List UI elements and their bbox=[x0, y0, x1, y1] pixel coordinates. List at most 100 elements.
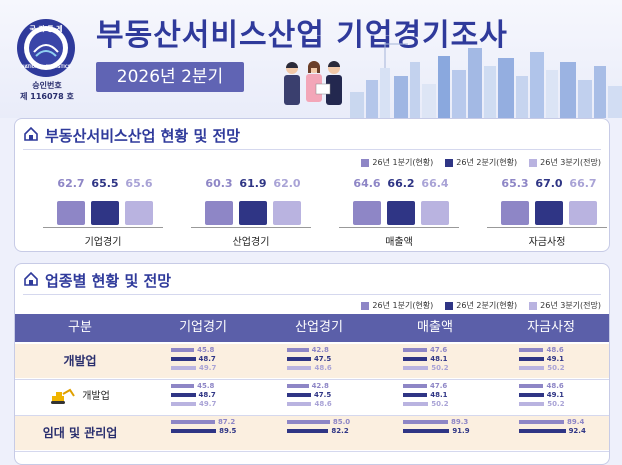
data-label: 89.3 bbox=[451, 418, 469, 426]
data-label: 87.2 bbox=[217, 418, 236, 426]
overview-group: 64.6 66.2 66.4 매출액 bbox=[329, 177, 469, 249]
bar bbox=[205, 201, 233, 225]
legend-label: 26년 3분기(전망) bbox=[540, 158, 601, 167]
bar bbox=[403, 384, 427, 388]
bar bbox=[569, 201, 597, 225]
overview-section: 부동산서비스산업 현황 및 전망 26년 1분기(현황) 26년 2분기(현황)… bbox=[14, 118, 610, 252]
home-icon bbox=[24, 271, 38, 286]
bar bbox=[403, 348, 427, 352]
bar bbox=[287, 393, 311, 397]
data-label: 61.9 bbox=[239, 177, 267, 190]
bar bbox=[353, 201, 381, 225]
legend-item-q3: 26년 3분기(전망) bbox=[529, 300, 601, 311]
data-label: 66.2 bbox=[387, 177, 415, 190]
legend-item-q3: 26년 3분기(전망) bbox=[529, 157, 601, 168]
legend-label: 26년 2분기(현황) bbox=[456, 158, 518, 167]
table-header: 구분 기업경기 산업경기 매출액 자금사정 bbox=[15, 314, 609, 342]
bar bbox=[171, 402, 197, 406]
legend-item-q1: 26년 1분기(현황) bbox=[361, 300, 433, 311]
data-label: 50.2 bbox=[431, 400, 449, 408]
legend-label: 26년 1분기(현황) bbox=[372, 158, 434, 167]
column-header: 매출액 bbox=[417, 320, 453, 335]
statistics-seal-icon bbox=[17, 19, 75, 77]
bar-cell: 45.8 48.7 49.7 bbox=[171, 346, 271, 378]
bar bbox=[287, 420, 330, 424]
bar-cell: 87.2 89.5 bbox=[171, 418, 271, 450]
legend-item-q2: 26년 2분기(현황) bbox=[445, 300, 517, 311]
bar bbox=[421, 201, 449, 225]
bar bbox=[287, 357, 311, 361]
bar-cell: 89.3 91.9 bbox=[403, 418, 503, 450]
bar bbox=[287, 402, 312, 406]
data-label: 48.6 bbox=[314, 400, 332, 408]
category-label: 자금사정 bbox=[528, 237, 566, 248]
data-label: 49.7 bbox=[199, 364, 217, 372]
bar bbox=[403, 393, 428, 397]
data-label: 67.0 bbox=[535, 177, 563, 190]
baseline bbox=[487, 227, 607, 228]
industry-section: 업종별 현황 및 전망 26년 1분기(현황) 26년 2분기(현황) 26년 … bbox=[14, 263, 610, 465]
row-divider bbox=[15, 451, 609, 452]
section-divider bbox=[23, 294, 601, 295]
column-header: 구분 bbox=[68, 320, 92, 335]
overview-group: 60.3 61.9 62.0 산업경기 bbox=[181, 177, 321, 249]
row-divider bbox=[15, 415, 609, 416]
business-people-illustration bbox=[284, 61, 342, 105]
data-label: 60.3 bbox=[205, 177, 233, 190]
bar bbox=[91, 201, 119, 225]
bar bbox=[287, 429, 329, 433]
bar bbox=[171, 384, 195, 388]
bar bbox=[387, 201, 415, 225]
baseline bbox=[339, 227, 459, 228]
data-label: 66.7 bbox=[569, 177, 597, 190]
bar bbox=[239, 201, 267, 225]
bar-cell: 85.0 82.2 bbox=[287, 418, 387, 450]
period-badge: 2026년 2분기 bbox=[96, 62, 244, 92]
page-title: 부동산서비스산업 기업경기조사 bbox=[96, 18, 508, 53]
category-label: 산업경기 bbox=[232, 237, 270, 248]
bar-cell: 42.8 47.5 48.6 bbox=[287, 346, 387, 378]
table-row: 개발업 45.8 48.7 49.7 42.8 47.5 48.6 47.6 48.1 50.2 4… bbox=[15, 380, 609, 414]
section-divider bbox=[23, 149, 601, 150]
bar bbox=[287, 366, 312, 370]
bar bbox=[501, 201, 529, 225]
overview-group: 65.3 67.0 66.7 자금사정 bbox=[477, 177, 609, 249]
data-label: 48.6 bbox=[546, 382, 564, 390]
data-label: 47.6 bbox=[429, 382, 448, 390]
bar-cell: 48.6 49.1 50.2 bbox=[519, 346, 609, 378]
data-label: 89.4 bbox=[567, 418, 585, 426]
bar-cell: 89.4 92.4 bbox=[519, 418, 609, 450]
bar bbox=[171, 348, 195, 352]
table-row: 임대 및 관리업 87.2 89.5 85.0 82.2 89.3 91.9 89.4 92.4 bbox=[15, 416, 609, 450]
overview-title: 부동산서비스산업 현황 및 전망 bbox=[45, 127, 241, 145]
category-label: 매출액 bbox=[385, 237, 413, 248]
bar bbox=[519, 366, 545, 370]
row-label: 임대 및 관리업 bbox=[42, 426, 118, 440]
bar bbox=[519, 348, 544, 352]
data-label: 85.0 bbox=[332, 418, 351, 426]
overview-group: 62.7 65.5 65.6 기업경기 bbox=[33, 177, 173, 249]
legend-label: 26년 2분기(현황) bbox=[456, 301, 518, 310]
data-label: 48.7 bbox=[198, 391, 216, 399]
bar bbox=[519, 357, 544, 361]
approval-label: 승인번호 bbox=[32, 81, 62, 90]
data-label: 48.7 bbox=[198, 355, 216, 363]
data-label: 47.5 bbox=[313, 355, 332, 363]
table-row: 개발업 45.8 48.7 49.7 42.8 47.5 48.6 47.6 48.1 50.2 4… bbox=[15, 344, 609, 378]
bar-cell: 48.6 49.1 50.2 bbox=[519, 382, 609, 414]
column-header: 산업경기 bbox=[295, 320, 343, 335]
bar bbox=[519, 393, 544, 397]
bar bbox=[519, 402, 545, 406]
data-label: 89.5 bbox=[219, 427, 237, 435]
bar-cell: 42.8 47.5 48.6 bbox=[287, 382, 387, 414]
data-label: 65.3 bbox=[501, 177, 529, 190]
bar bbox=[519, 429, 566, 433]
bar bbox=[171, 429, 217, 433]
data-label: 48.6 bbox=[314, 364, 332, 372]
seal-ring-text: NATIONAL STATISTICS bbox=[21, 64, 71, 69]
bar-cell: 47.6 48.1 50.2 bbox=[403, 346, 503, 378]
data-label: 49.1 bbox=[546, 355, 565, 363]
data-label: 45.8 bbox=[197, 346, 215, 354]
data-label: 50.2 bbox=[547, 400, 565, 408]
data-label: 47.6 bbox=[429, 346, 448, 354]
